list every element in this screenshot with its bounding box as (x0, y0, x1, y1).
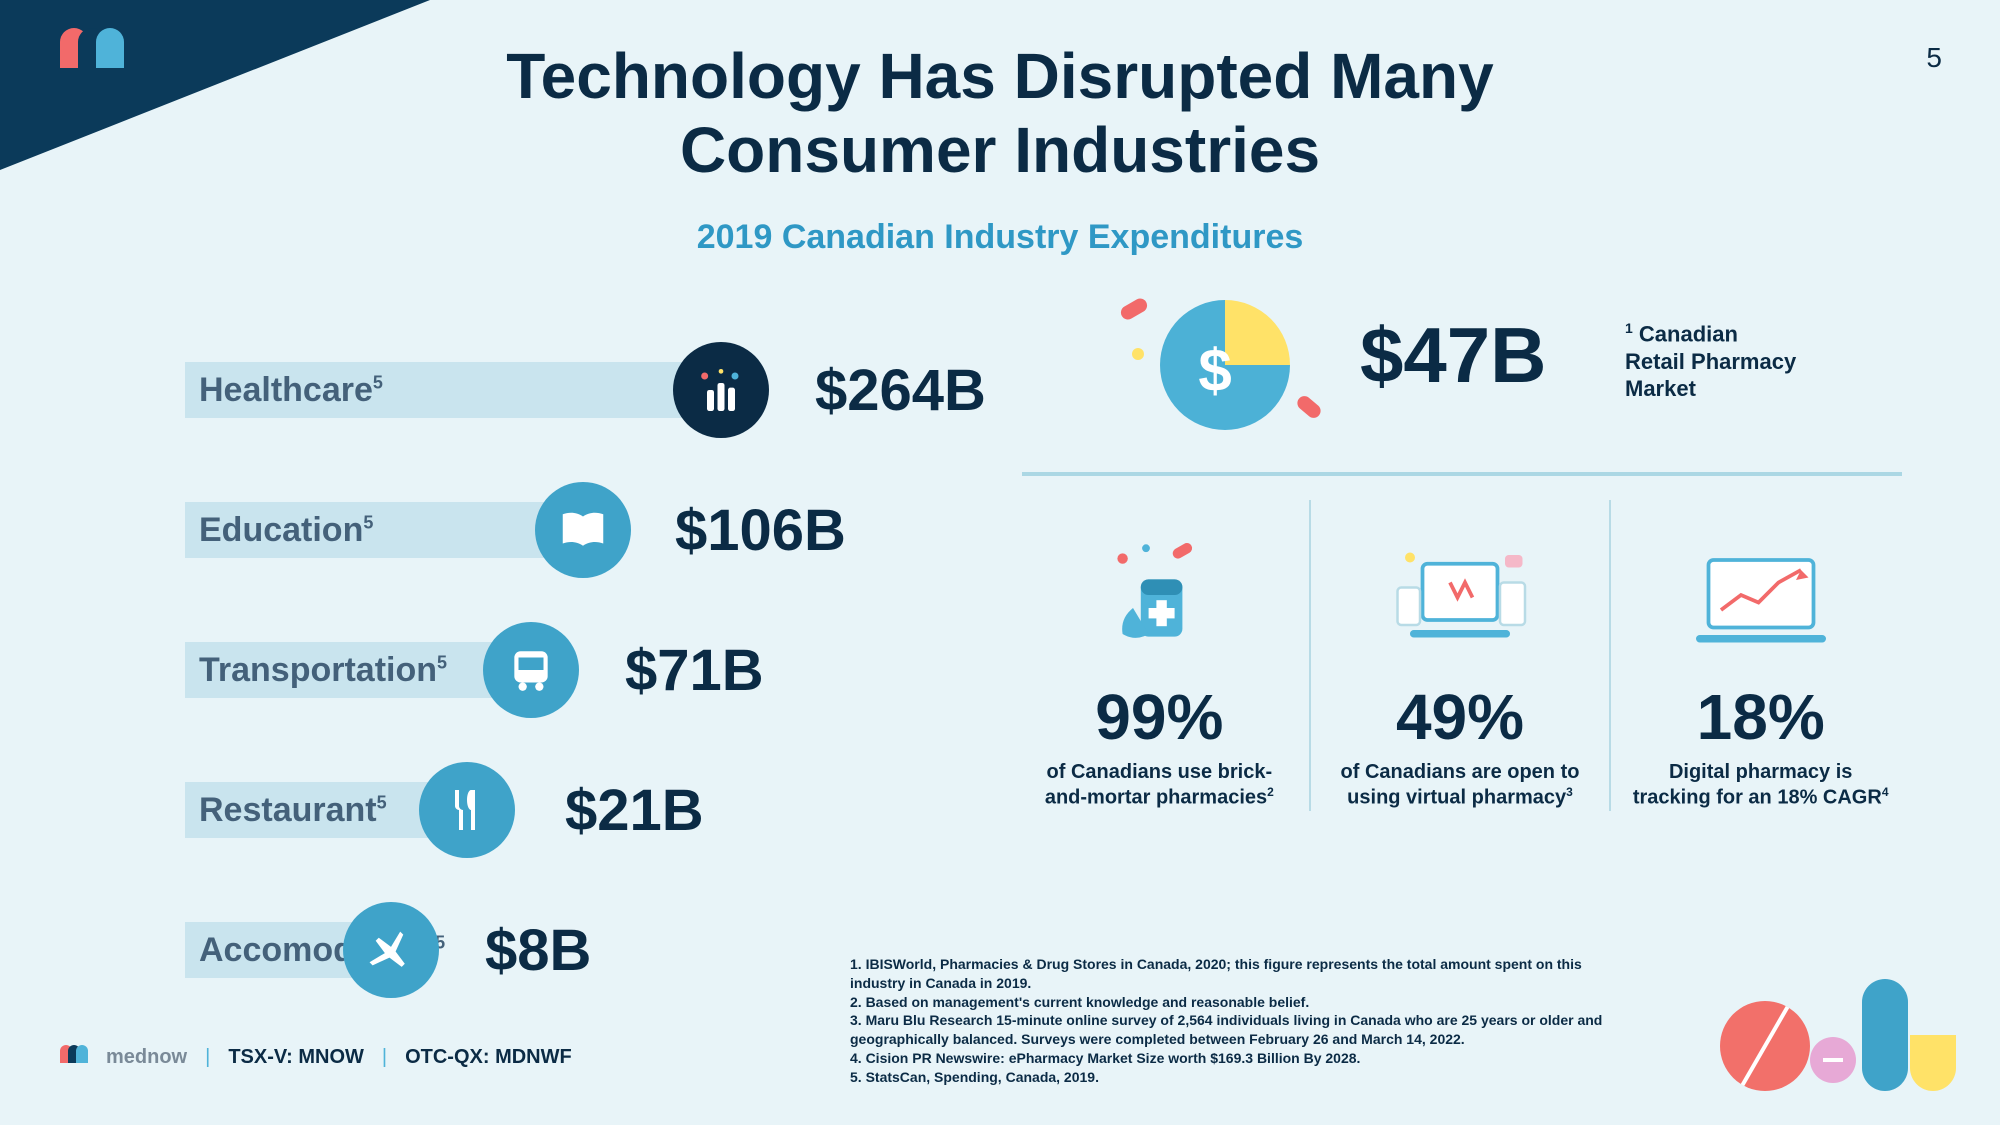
stat-illustration-icon (1327, 520, 1594, 670)
bar-row: Transportation5 $71B (185, 600, 905, 740)
stat-description: Digital pharmacy is tracking for an 18% … (1627, 760, 1894, 811)
utensils-icon (419, 762, 515, 858)
footer-sep: | (382, 1046, 387, 1069)
footer-sep: | (205, 1046, 210, 1069)
divider-line (1022, 472, 1902, 476)
bar-label: Restaurant5 (199, 791, 387, 830)
dot-icon (1132, 348, 1144, 360)
bar-label: Education5 (199, 511, 373, 550)
pill-icon (1295, 393, 1324, 420)
brand-logo-small-icon (60, 1045, 88, 1069)
expenditure-bars: Healthcare5 $264B Education5 $106B Trans… (185, 320, 905, 1020)
bar-value: $71B (625, 637, 764, 704)
bar-label: Transportation5 (199, 651, 447, 690)
bar-row: Education5 $106B (185, 460, 905, 600)
bar-value: $8B (485, 917, 591, 984)
bar-value: $106B (675, 497, 846, 564)
footnote-line: 5. StatsCan, Spending, Canada, 2019. (850, 1068, 1630, 1087)
decorative-pills-icon (1720, 961, 1960, 1091)
stat-illustration-icon (1627, 520, 1894, 670)
bar-row: Accomodation5 $8B (185, 880, 905, 1020)
dollar-icon: $ (1198, 336, 1231, 405)
book-icon (535, 482, 631, 578)
stat-illustration-icon (1026, 520, 1293, 670)
pharmacy-sup: 1 (1625, 320, 1633, 336)
pharmacy-market-value: $47B (1360, 310, 1546, 401)
stat-card: 99% of Canadians use brick-and-mortar ph… (1010, 500, 1311, 811)
pharmacy-label-l2: Retail Pharmacy (1625, 349, 1796, 374)
bus-icon (483, 622, 579, 718)
slide-subtitle: 2019 Canadian Industry Expenditures (0, 218, 2000, 257)
title-line-2: Consumer Industries (680, 114, 1320, 186)
stat-description: of Canadians are open to using virtual p… (1327, 760, 1594, 811)
stat-card: 18% Digital pharmacy is tracking for an … (1611, 500, 1910, 811)
footnote-line: 4. Cision PR Newswire: ePharmacy Market … (850, 1049, 1630, 1068)
footnote-line: 3. Maru Blu Research 15-minute online su… (850, 1011, 1630, 1049)
stat-card: 49% of Canadians are open to using virtu… (1311, 500, 1612, 811)
stats-row: 99% of Canadians use brick-and-mortar ph… (1010, 500, 1910, 811)
footnote-line: 2. Based on management's current knowled… (850, 993, 1630, 1012)
flask-icon (673, 342, 769, 438)
stat-percent: 18% (1627, 680, 1894, 754)
slide-title: Technology Has Disrupted Many Consumer I… (0, 40, 2000, 187)
bar-value: $21B (565, 777, 704, 844)
plane-icon (343, 902, 439, 998)
stat-percent: 49% (1327, 680, 1594, 754)
bar-label: Healthcare5 (199, 371, 383, 410)
stat-description: of Canadians use brick-and-mortar pharma… (1026, 760, 1293, 811)
bar-row: Restaurant5 $21B (185, 740, 905, 880)
footer-ticker-1: TSX-V: MNOW (228, 1046, 364, 1069)
pharmacy-label-l3: Market (1625, 376, 1696, 401)
bar-row: Healthcare5 $264B (185, 320, 905, 460)
pill-icon (1118, 296, 1149, 322)
footnote-line: 1. IBISWorld, Pharmacies & Drug Stores i… (850, 955, 1630, 993)
pie-chart-icon: $ (1160, 300, 1290, 430)
brand-logo-icon (60, 28, 124, 68)
footer: mednow | TSX-V: MNOW | OTC-QX: MDNWF (60, 1045, 572, 1069)
footer-brand: mednow (106, 1046, 187, 1069)
bar-value: $264B (815, 357, 986, 424)
title-line-1: Technology Has Disrupted Many (506, 40, 1493, 112)
pharmacy-header: $ $47B 1 Canadian Retail Pharmacy Market (1070, 300, 1870, 440)
footer-ticker-2: OTC-QX: MDNWF (405, 1046, 572, 1069)
stat-percent: 99% (1026, 680, 1293, 754)
pharmacy-panel: $ $47B 1 Canadian Retail Pharmacy Market… (1070, 300, 1870, 440)
footnotes: 1. IBISWorld, Pharmacies & Drug Stores i… (850, 955, 1630, 1087)
pharmacy-market-label: 1 Canadian Retail Pharmacy Market (1625, 320, 1796, 403)
pharmacy-label-l1: Canadian (1639, 321, 1738, 346)
